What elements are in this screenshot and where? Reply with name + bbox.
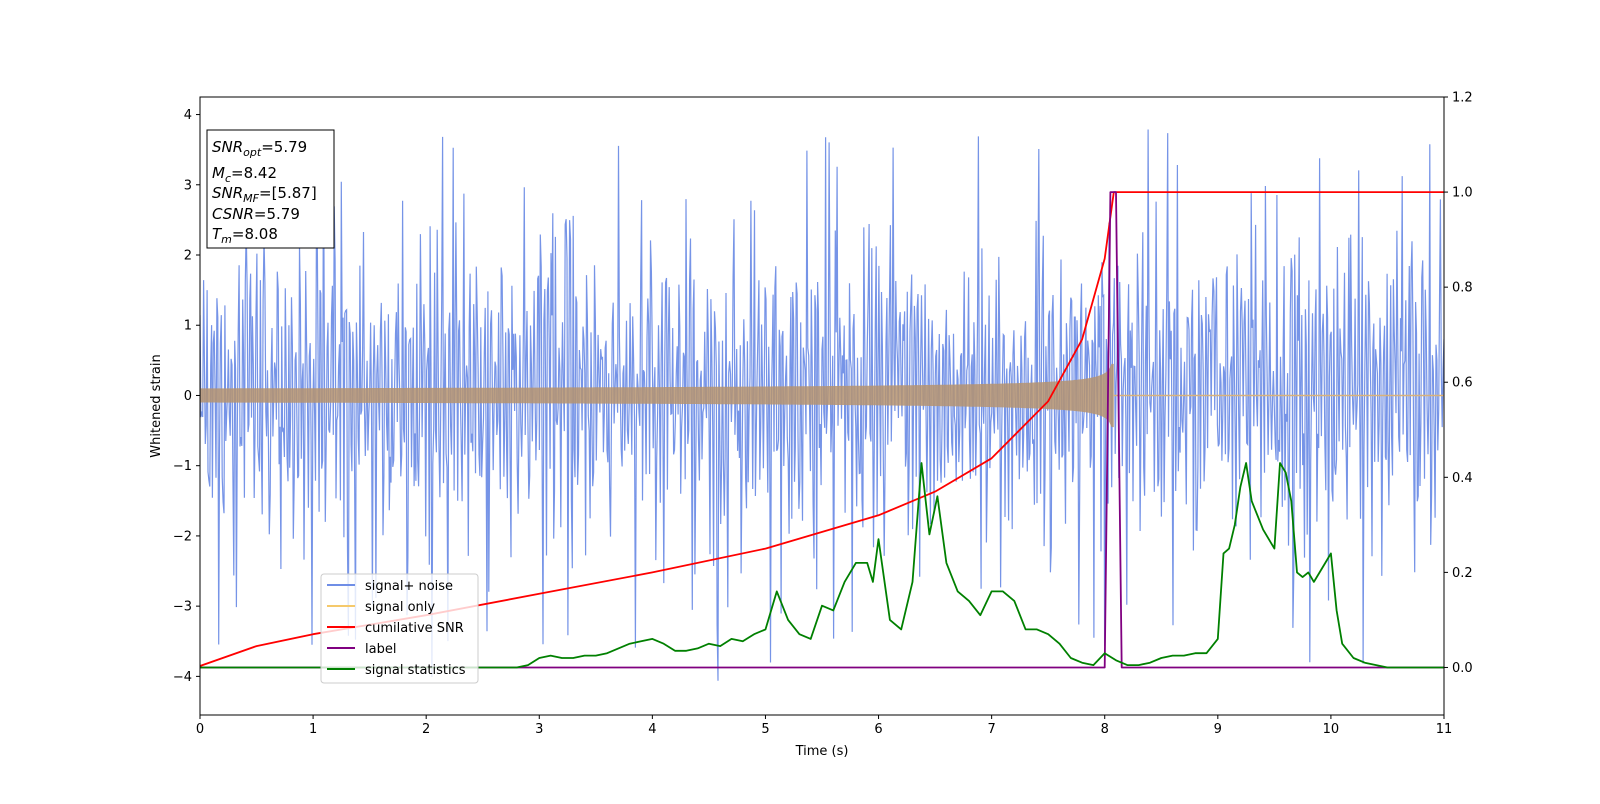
x-tick-label: 6	[874, 722, 882, 737]
y-axis-left: −4 −3 −2 −1 0 1 2 3 4	[173, 108, 200, 685]
legend-label-signal-noise: signal+ noise	[365, 579, 453, 594]
y-tick-label: −3	[173, 600, 192, 615]
y-tick-label: −1	[173, 459, 192, 474]
x-tick-label: 10	[1323, 722, 1340, 737]
y-tick-label: 0	[184, 389, 192, 404]
info-box-frame	[206, 129, 335, 249]
y-tick-label: −2	[173, 529, 192, 544]
legend-label-cumulative-snr: cumilative SNR	[365, 621, 464, 636]
y2-tick-label: 1.0	[1452, 186, 1473, 201]
legend-label-signal-only: signal only	[365, 600, 435, 615]
y2-tick-label: 0.0	[1452, 661, 1473, 676]
x-tick-label: 5	[761, 722, 769, 737]
series-label	[200, 191, 1444, 669]
plot-frame	[199, 96, 1445, 716]
y2-tick-label: 1.2	[1452, 91, 1473, 106]
y2-tick-label: 0.2	[1452, 566, 1473, 581]
info-snr-opt: SNRopt=5.79	[212, 138, 307, 159]
info-mc: Mc=8.42	[212, 164, 277, 185]
info-snr-mf: SNRMF=[5.87]	[212, 184, 317, 205]
x-tick-label: 9	[1214, 722, 1222, 737]
y-tick-label: 2	[184, 249, 192, 264]
x-tick-label: 0	[196, 722, 204, 737]
x-tick-label: 3	[535, 722, 543, 737]
y2-tick-label: 0.8	[1452, 281, 1473, 296]
legend-label-label: label	[365, 642, 396, 657]
y-tick-label: 4	[184, 108, 192, 123]
legend-frame	[320, 573, 479, 684]
info-box: SNRopt=5.79 Mc=8.42 SNRMF=[5.87] CSNR=5.…	[206, 129, 335, 249]
series-signal-only-envelope	[200, 363, 1114, 428]
x-axis: 0 1 2 3 4 5 6 7 8 9 10 11	[196, 715, 1452, 737]
series-signal-statistics	[200, 462, 1444, 669]
y2-tick-label: 0.6	[1452, 376, 1473, 391]
x-tick-label: 11	[1436, 722, 1453, 737]
y-axis-right: 0.0 0.2 0.4 0.6 0.8 1.0 1.2	[1444, 91, 1473, 676]
y-axis-title: Whitened strain	[149, 354, 164, 457]
x-tick-label: 1	[309, 722, 317, 737]
x-tick-label: 7	[987, 722, 995, 737]
x-axis-title: Time (s)	[795, 744, 849, 759]
x-tick-label: 8	[1101, 722, 1109, 737]
x-tick-label: 4	[648, 722, 656, 737]
info-csnr: CSNR=5.79	[212, 205, 300, 223]
y2-tick-label: 0.4	[1452, 471, 1473, 486]
x-tick-label: 2	[422, 722, 430, 737]
legend-label-signal-statistics: signal statistics	[365, 663, 466, 678]
y-tick-label: 3	[184, 178, 192, 193]
info-tm: Tm=8.08	[212, 225, 278, 246]
y-tick-label: −4	[173, 670, 192, 685]
y-tick-label: 1	[184, 319, 192, 334]
legend: signal+ noise signal only cumilative SNR…	[320, 573, 479, 684]
